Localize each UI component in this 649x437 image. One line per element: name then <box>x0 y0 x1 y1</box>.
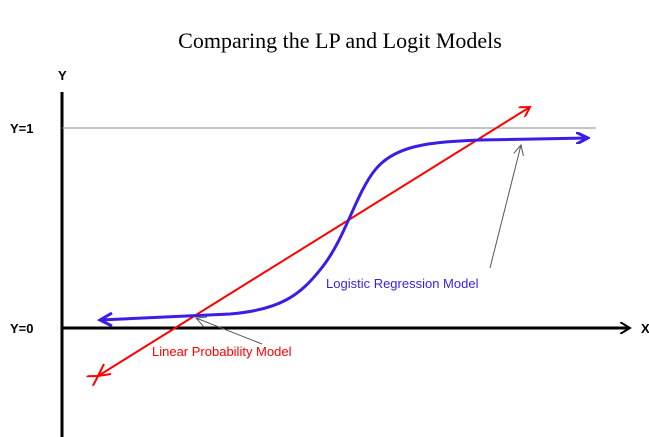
logistic-label: Logistic Regression Model <box>326 276 479 291</box>
linear-line <box>98 107 530 376</box>
linear-label: Linear Probability Model <box>152 344 292 359</box>
logistic-pointer <box>489 145 521 269</box>
title: Comparing the LP and Logit Models <box>178 28 502 53</box>
y-high-label: Y=1 <box>10 121 34 136</box>
y-low-label: Y=0 <box>10 321 34 336</box>
linear-arrow-left <box>96 363 112 378</box>
x-axis-label: X <box>641 321 649 336</box>
linear-pointer <box>196 318 263 345</box>
logistic-curve <box>99 138 588 322</box>
logistic-arrow-left <box>96 311 113 328</box>
y-axis-label: Y <box>58 68 67 83</box>
